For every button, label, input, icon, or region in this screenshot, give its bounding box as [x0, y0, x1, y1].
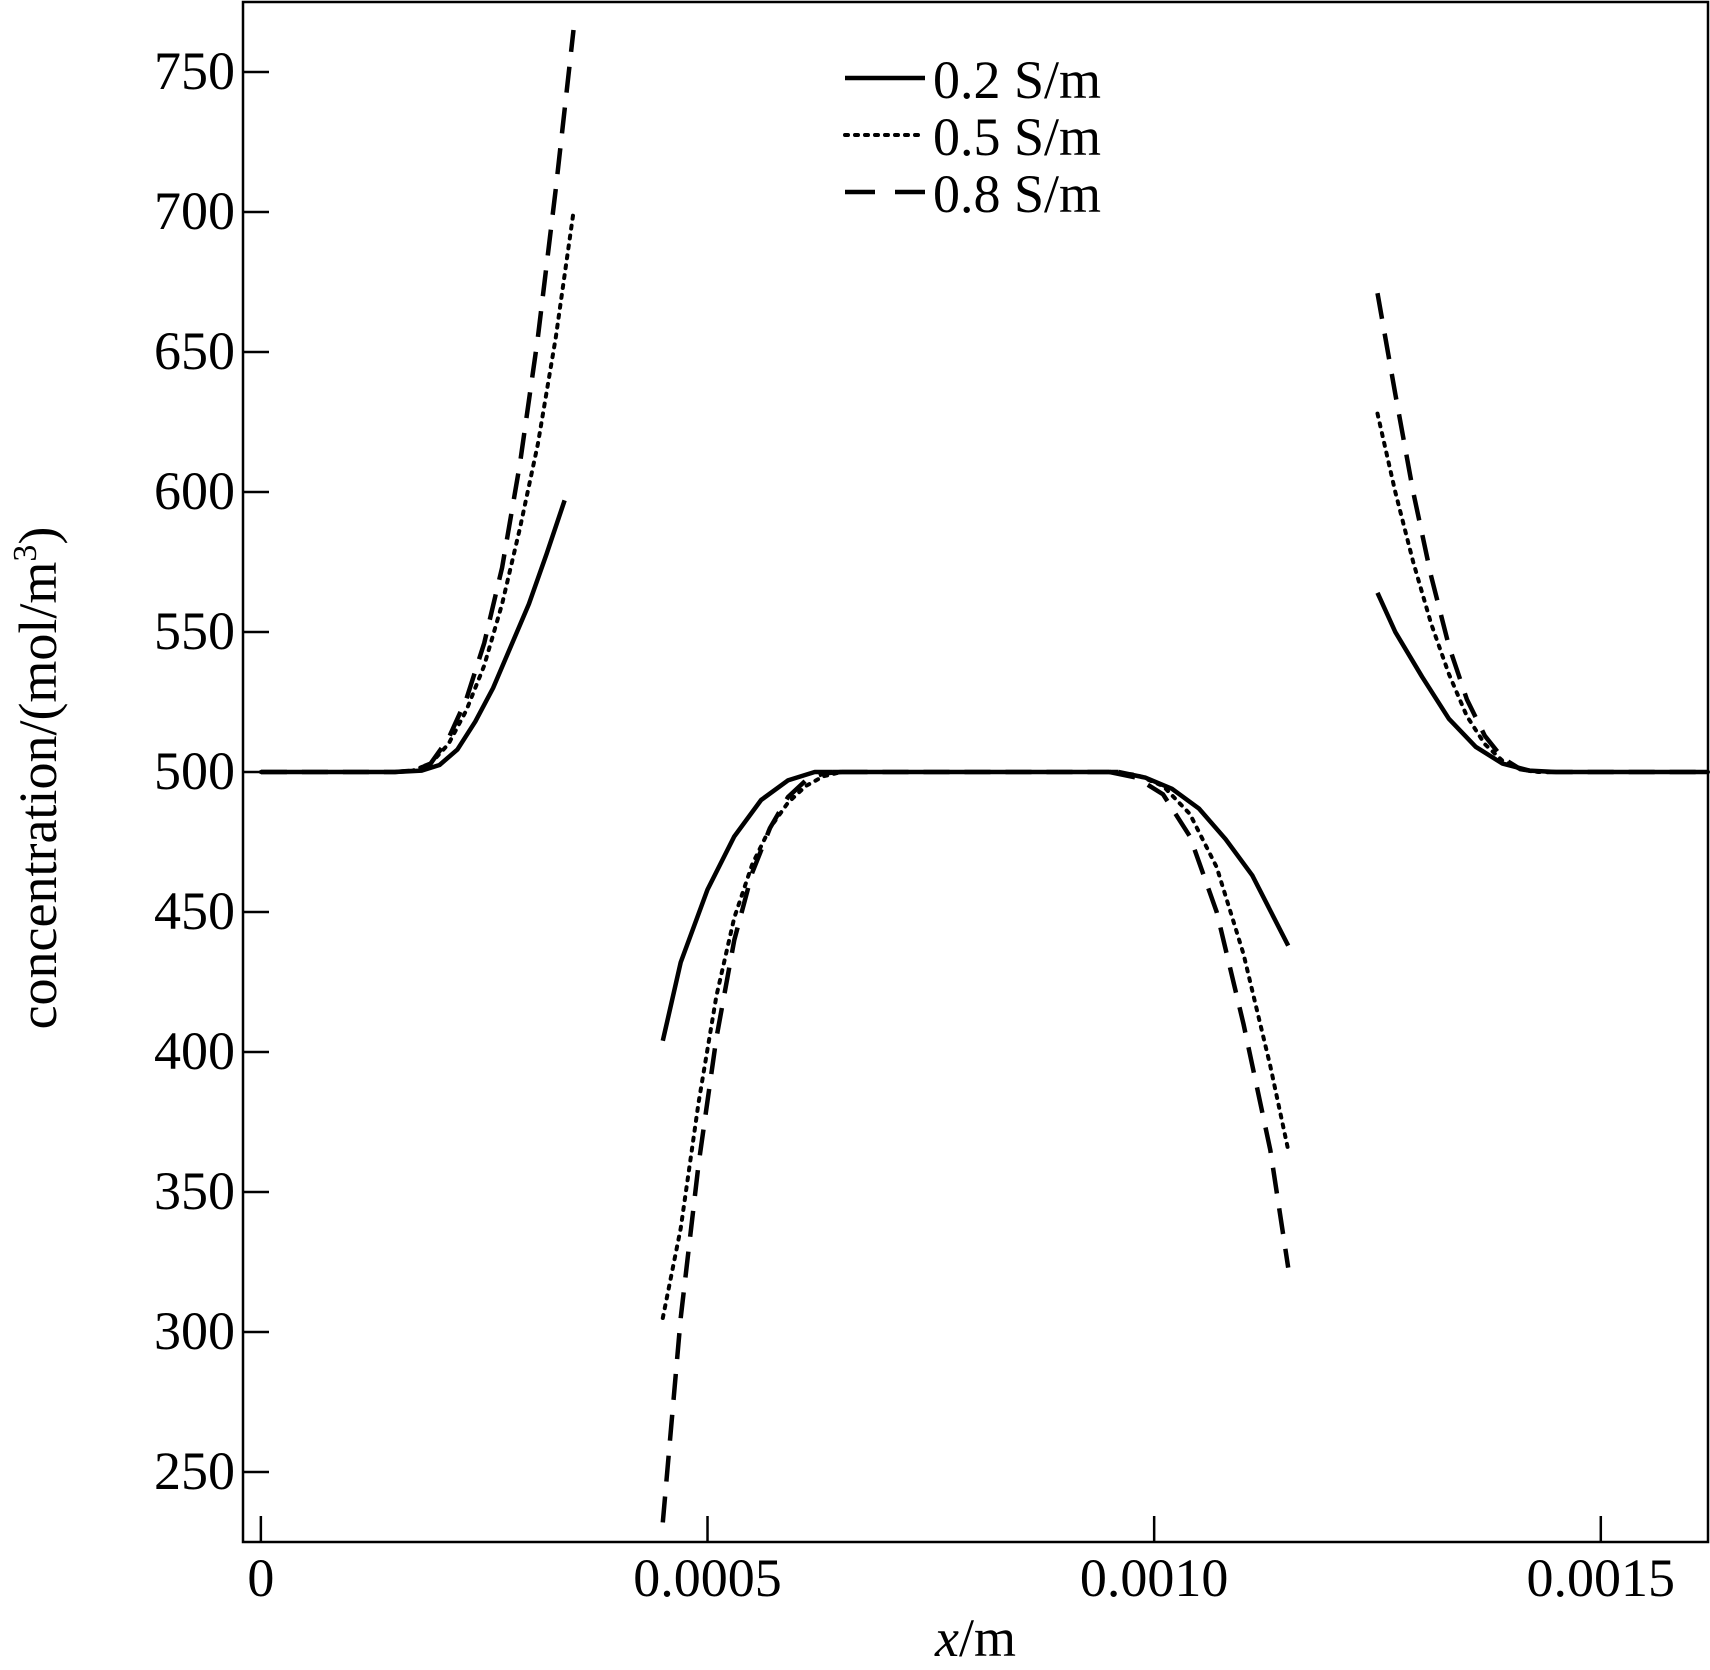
y-axis-label-close: )	[8, 527, 68, 545]
series-line-segment	[1109, 769, 1291, 1268]
series-lines	[258, 29, 1710, 1523]
y-tick-label: 600	[154, 461, 235, 521]
y-tick-label: 500	[154, 741, 235, 801]
series-dotted	[258, 210, 1710, 1320]
legend-label: 0.8 S/m	[933, 164, 1101, 224]
series-line-segment	[660, 769, 833, 1042]
series-line-segment	[258, 210, 576, 774]
y-tick-label: 450	[154, 881, 235, 941]
series-line-segment	[1375, 292, 1708, 775]
series-line-segment	[1117, 769, 1291, 947]
x-axis-unit: /m	[959, 1608, 1016, 1668]
y-tick-label: 250	[154, 1441, 235, 1501]
y-axis-label-superscript: 3	[7, 545, 44, 562]
legend-label: 0.2 S/m	[933, 50, 1101, 110]
axis-labels: x/m concentration/(mol/m3)	[7, 527, 1016, 1668]
legend-label: 0.5 S/m	[933, 107, 1101, 167]
y-tick-label: 550	[154, 601, 235, 661]
y-tick-label: 700	[154, 181, 235, 241]
x-tick-label: 0.0015	[1527, 1548, 1676, 1608]
series-line-segment	[660, 770, 844, 1320]
y-tick-label: 650	[154, 321, 235, 381]
series-line-segment	[260, 29, 576, 775]
x-tick-label: 0.0005	[633, 1548, 782, 1608]
x-axis-label: x/m	[934, 1608, 1016, 1668]
y-axis-label: concentration/(mol/m3)	[7, 527, 68, 1030]
y-tick-label: 400	[154, 1021, 235, 1081]
y-tick-label: 750	[154, 41, 235, 101]
y-tick-label: 350	[154, 1161, 235, 1221]
x-tick-label: 0	[247, 1548, 274, 1608]
legend: 0.2 S/m0.5 S/m0.8 S/m	[843, 50, 1101, 224]
series-line-segment	[260, 499, 567, 775]
x-tick-label: 0.0010	[1080, 1548, 1229, 1608]
ticks: 250 300 350 400 450 500 550 600 650 700 750 0 0.0005…	[154, 41, 1675, 1608]
series-line-segment	[1375, 411, 1710, 774]
series-line-segment	[1375, 591, 1708, 775]
series-dashed	[260, 29, 1708, 1523]
series-line-segment	[660, 769, 842, 1523]
y-tick-label: 300	[154, 1301, 235, 1361]
y-axis-label-main: concentration/(mol/m	[8, 562, 68, 1030]
x-axis-variable: x	[934, 1608, 959, 1668]
series-line-segment	[1107, 770, 1291, 1152]
